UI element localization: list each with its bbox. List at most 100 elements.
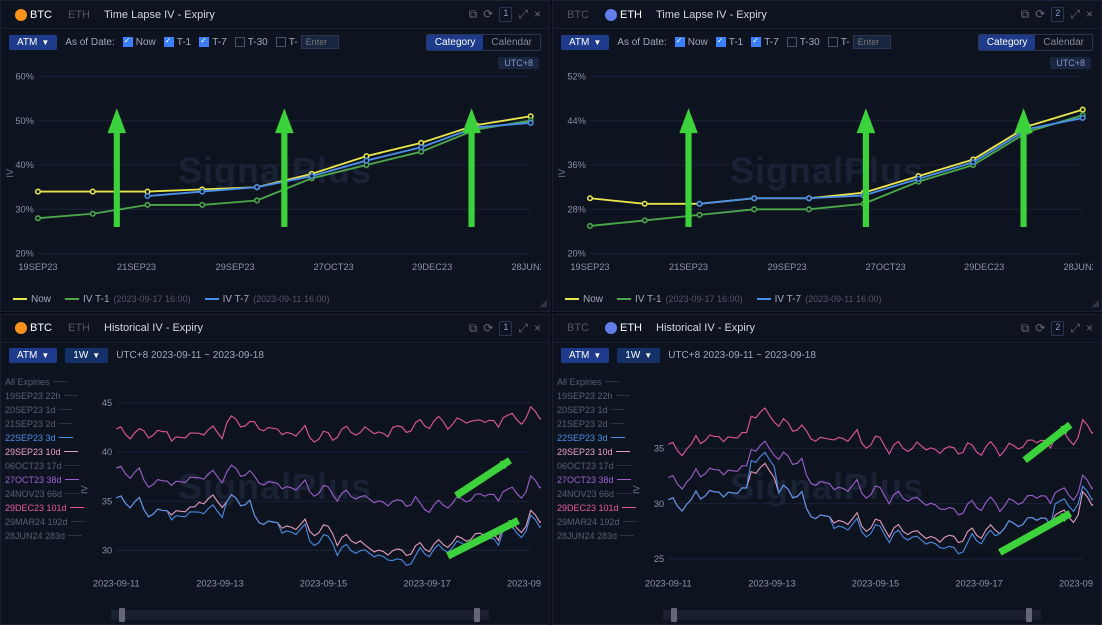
refresh-icon[interactable]: ⟳ bbox=[1035, 321, 1045, 336]
atm-select[interactable]: ATM▼ bbox=[561, 348, 609, 363]
split-badge[interactable]: 2 bbox=[1051, 321, 1064, 336]
expiry-item[interactable]: 29DEC23 101d bbox=[5, 501, 85, 515]
atm-select[interactable]: ATM▼ bbox=[9, 348, 57, 363]
chart-area: SignalPlus UTC+8 20%30%40%50%60%IV19SEP2… bbox=[1, 55, 549, 292]
resize-handle[interactable]: ◢ bbox=[1091, 298, 1099, 309]
coin-badge-btc[interactable]: BTC bbox=[9, 7, 58, 23]
coin-badge-btc[interactable]: BTC bbox=[561, 7, 595, 23]
expiry-item[interactable]: 21SEP23 2d bbox=[557, 417, 637, 431]
checkbox-tcustom[interactable]: T- bbox=[276, 35, 339, 49]
split-badge[interactable]: 1 bbox=[499, 321, 512, 336]
expand-icon[interactable]: ⤢ bbox=[1070, 321, 1080, 336]
chevron-down-icon: ▼ bbox=[92, 351, 100, 360]
popout-icon[interactable]: ⧉ bbox=[1021, 7, 1030, 22]
expiry-item[interactable]: 06OCT23 17d bbox=[557, 459, 637, 473]
expiry-item[interactable]: 29SEP23 10d bbox=[5, 445, 85, 459]
resize-handle[interactable]: ◢ bbox=[539, 298, 547, 309]
controls-row: ATM▼ 1W▼ UTC+8 2023-09-11 ~ 2023-09-18 bbox=[1, 343, 549, 369]
legend-t1[interactable]: IV T-1(2023-09-17 16:00) bbox=[65, 294, 191, 305]
split-badge[interactable]: 1 bbox=[499, 7, 512, 22]
scrub-handle-right[interactable] bbox=[1026, 608, 1032, 622]
coin-badge-btc[interactable]: BTC bbox=[9, 320, 58, 336]
legend-now[interactable]: Now bbox=[565, 294, 603, 305]
atm-select[interactable]: ATM ▼ bbox=[9, 35, 57, 50]
expiry-item[interactable]: All Expiries bbox=[5, 375, 85, 389]
checkbox-t1[interactable]: T-1 bbox=[164, 37, 191, 48]
split-badge[interactable]: 2 bbox=[1051, 7, 1064, 22]
popout-icon[interactable]: ⧉ bbox=[1021, 321, 1030, 336]
toggle-calendar[interactable]: Calendar bbox=[1035, 35, 1092, 50]
refresh-icon[interactable]: ⟳ bbox=[483, 7, 493, 22]
close-icon[interactable]: × bbox=[534, 7, 541, 22]
atm-select[interactable]: ATM▼ bbox=[561, 35, 609, 50]
close-icon[interactable]: × bbox=[1086, 7, 1093, 22]
expiry-item[interactable]: 19SEP23 22h bbox=[5, 389, 85, 403]
checkbox-t30[interactable]: T-30 bbox=[235, 37, 268, 48]
panel-title: Historical IV - Expiry bbox=[104, 322, 203, 334]
checkbox-t30[interactable]: T-30 bbox=[787, 37, 820, 48]
checkbox-tcustom[interactable]: T- bbox=[828, 35, 891, 49]
expiry-item[interactable]: 20SEP23 1d bbox=[5, 403, 85, 417]
range-select[interactable]: 1W▼ bbox=[65, 348, 108, 363]
refresh-icon[interactable]: ⟳ bbox=[1035, 7, 1045, 22]
coin-badge-eth[interactable]: ETH bbox=[599, 320, 648, 336]
coin-badge-eth[interactable]: ETH bbox=[62, 320, 96, 336]
close-icon[interactable]: × bbox=[534, 321, 541, 336]
legend-t7[interactable]: IV T-7(2023-09-11 16:00) bbox=[205, 294, 330, 305]
expiry-item[interactable]: 21SEP23 2d bbox=[5, 417, 85, 431]
expiry-item[interactable]: 24NOV23 66d bbox=[557, 487, 637, 501]
coin-badge-btc[interactable]: BTC bbox=[561, 320, 595, 336]
scrub-handle-left[interactable] bbox=[671, 608, 677, 622]
expiry-item[interactable]: 27OCT23 38d bbox=[5, 473, 85, 487]
expiry-item[interactable]: 24NOV23 66d bbox=[5, 487, 85, 501]
expiry-item[interactable]: 29SEP23 10d bbox=[557, 445, 637, 459]
toggle-category[interactable]: Category bbox=[979, 35, 1036, 50]
expiry-item[interactable]: 20SEP23 1d bbox=[557, 403, 637, 417]
chevron-down-icon: ▼ bbox=[41, 38, 49, 47]
svg-text:21SEP23: 21SEP23 bbox=[117, 262, 156, 272]
expiry-item[interactable]: All Expiries bbox=[557, 375, 637, 389]
legend-t1[interactable]: IV T-1(2023-09-17 16:00) bbox=[617, 294, 743, 305]
legend-t7[interactable]: IV T-7(2023-09-11 16:00) bbox=[757, 294, 882, 305]
expiry-item[interactable]: 22SEP23 3d bbox=[557, 431, 637, 445]
expiry-item[interactable]: 06OCT23 17d bbox=[5, 459, 85, 473]
popout-icon[interactable]: ⧉ bbox=[469, 321, 478, 336]
scrub-bar[interactable] bbox=[663, 610, 1041, 620]
t-custom-input[interactable] bbox=[301, 35, 339, 49]
scrub-bar[interactable] bbox=[111, 610, 489, 620]
expand-icon[interactable]: ⤢ bbox=[518, 321, 528, 336]
expiry-item[interactable]: 28JUN24 283d bbox=[5, 529, 85, 543]
expiry-item[interactable]: 29MAR24 192d bbox=[557, 515, 637, 529]
expiry-item[interactable]: 29DEC23 101d bbox=[557, 501, 637, 515]
checkbox-t1[interactable]: T-1 bbox=[716, 37, 743, 48]
svg-text:2023-09-15: 2023-09-15 bbox=[300, 578, 347, 588]
legend-now[interactable]: Now bbox=[13, 294, 51, 305]
date-range-label: UTC+8 2023-09-11 ~ 2023-09-18 bbox=[668, 350, 816, 361]
svg-text:60%: 60% bbox=[15, 71, 34, 81]
refresh-icon[interactable]: ⟳ bbox=[483, 321, 493, 336]
t-custom-input[interactable] bbox=[853, 35, 891, 49]
toggle-calendar[interactable]: Calendar bbox=[483, 35, 540, 50]
expand-icon[interactable]: ⤢ bbox=[518, 7, 528, 22]
expand-icon[interactable]: ⤢ bbox=[1070, 7, 1080, 22]
checkbox-t7[interactable]: T-7 bbox=[199, 37, 226, 48]
checkbox-t7[interactable]: T-7 bbox=[751, 37, 778, 48]
controls-row: ATM▼ As of Date: Now T-1 T-7 T-30 T- Cat… bbox=[553, 29, 1101, 55]
coin-badge-eth[interactable]: ETH bbox=[62, 7, 96, 23]
expiry-item[interactable]: 28JUN24 283d bbox=[557, 529, 637, 543]
expiry-item[interactable]: 22SEP23 3d bbox=[5, 431, 85, 445]
checkbox-now[interactable]: Now bbox=[675, 37, 708, 48]
scrub-handle-left[interactable] bbox=[119, 608, 125, 622]
expiry-item[interactable]: 19SEP23 22h bbox=[557, 389, 637, 403]
svg-text:2023-09-15: 2023-09-15 bbox=[852, 578, 899, 588]
atm-label: ATM bbox=[17, 37, 37, 48]
expiry-item[interactable]: 27OCT23 38d bbox=[557, 473, 637, 487]
toggle-category[interactable]: Category bbox=[427, 35, 484, 50]
expiry-item[interactable]: 29MAR24 192d bbox=[5, 515, 85, 529]
close-icon[interactable]: × bbox=[1086, 321, 1093, 336]
checkbox-now[interactable]: Now bbox=[123, 37, 156, 48]
coin-badge-eth[interactable]: ETH bbox=[599, 7, 648, 23]
popout-icon[interactable]: ⧉ bbox=[469, 7, 478, 22]
scrub-handle-right[interactable] bbox=[474, 608, 480, 622]
range-select[interactable]: 1W▼ bbox=[617, 348, 660, 363]
